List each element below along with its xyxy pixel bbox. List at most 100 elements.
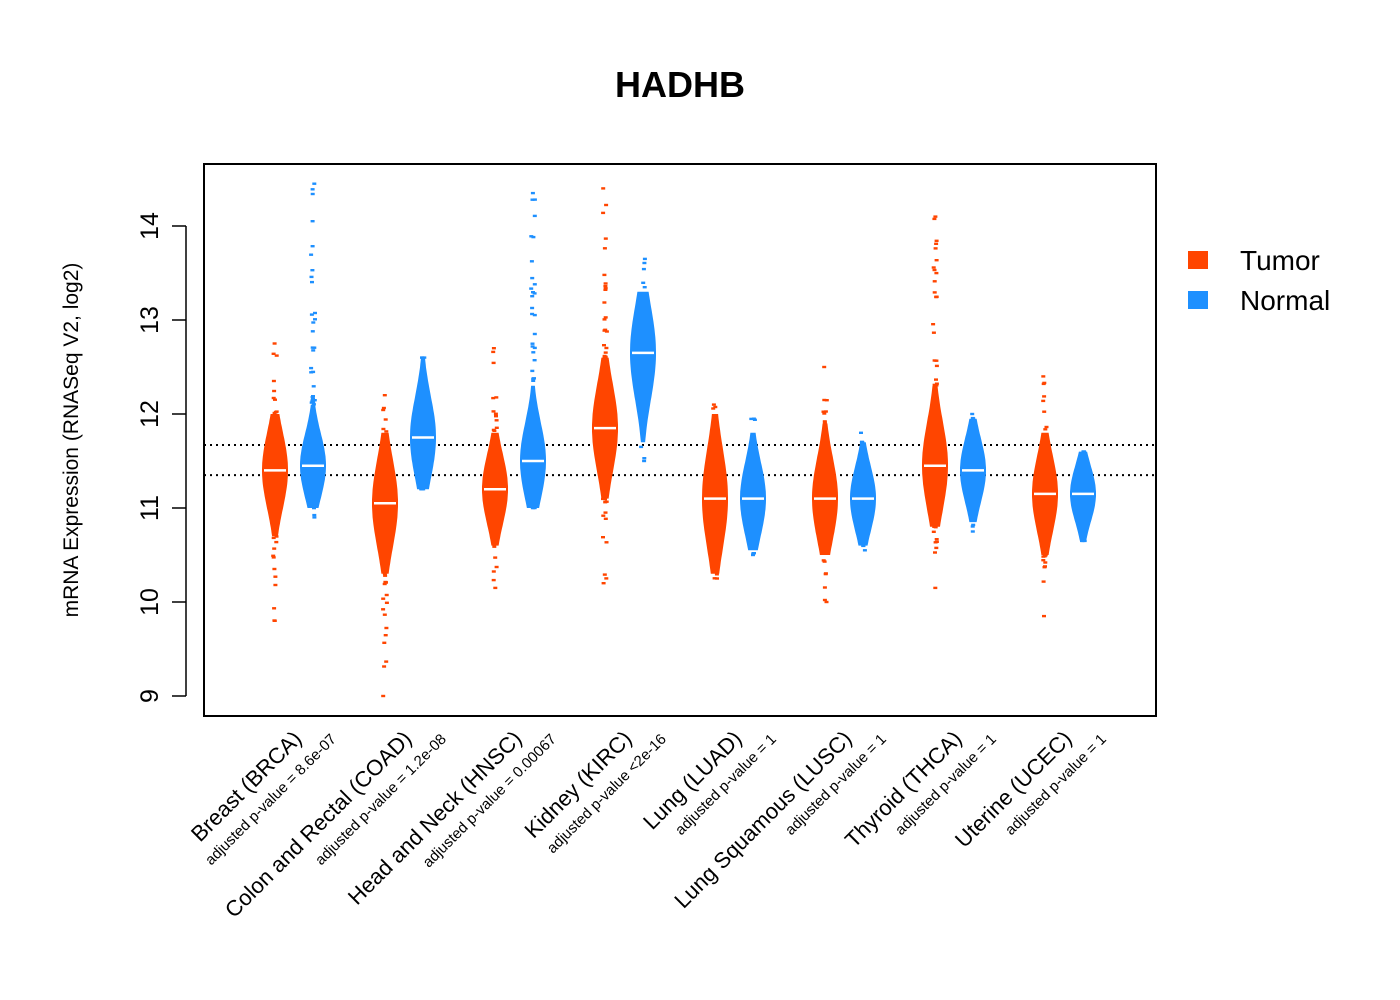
violin-tumor-7 — [1032, 375, 1058, 618]
violin-normal-4-point — [751, 553, 755, 557]
chart-title: HADHB — [615, 64, 745, 105]
violin-tumor-1-point — [382, 572, 387, 576]
violin-normal-7-body — [1070, 451, 1096, 541]
violin-normal-2-point — [532, 332, 537, 336]
violin-normal-0-point — [312, 513, 317, 517]
violin-normal-2-point — [530, 295, 535, 298]
violin-tumor-4-point — [714, 573, 719, 576]
violin-normal-4-point — [749, 417, 754, 421]
reference-lines — [204, 444, 1156, 477]
violin-tumor-3-point — [603, 288, 608, 291]
violin-tumor-1 — [372, 394, 398, 698]
violin-normal-2-point — [530, 342, 535, 345]
violin-tumor-5-point — [824, 399, 829, 402]
violin-tumor-0-point — [272, 619, 277, 622]
violin-tumor-3-point — [602, 273, 607, 277]
violin-tumor-0 — [262, 342, 288, 622]
violin-normal-0-point — [311, 370, 316, 374]
violin-tumor-3-point — [601, 187, 606, 190]
violin-tumor-6-point — [931, 331, 936, 334]
violin-tumor-7-point — [1044, 425, 1049, 429]
violin-tumor-5-point — [822, 412, 827, 415]
violin-normal-0-point — [309, 275, 314, 279]
y-tick-label: 10 — [136, 588, 164, 616]
violin-normal-0-point — [312, 399, 317, 402]
violin-normal-3-body — [630, 291, 656, 443]
violin-tumor-2-point — [491, 350, 496, 354]
violin-normal-0-point — [313, 318, 317, 321]
violin-tumor-0-point — [273, 398, 277, 401]
violin-tumor-0-point — [271, 396, 276, 400]
violin-tumor-3-point — [603, 282, 608, 285]
violin-normal-0-point — [310, 399, 315, 402]
y-tick-label: 9 — [136, 689, 164, 703]
violin-normal-3-point — [639, 445, 644, 449]
legend-swatch-tumor — [1188, 251, 1208, 269]
violin-normal-3-point — [641, 281, 646, 284]
legend-label-tumor: Tumor — [1240, 245, 1320, 276]
violin-normal-6-point — [970, 412, 975, 416]
violin-tumor-0-point — [273, 575, 278, 578]
violin-tumor-5-point — [823, 572, 828, 576]
violin-normal-1-point — [422, 356, 427, 359]
violin-tumor-6-point — [932, 525, 937, 528]
violin-tumor-7-point — [1041, 580, 1046, 583]
violin-tumor-1-point — [383, 581, 388, 584]
violin-tumor-4-point — [712, 577, 717, 580]
violin-normal-0-point — [310, 220, 315, 223]
violin-tumor-2-point — [491, 570, 496, 573]
violin-normal-3-point — [642, 286, 647, 289]
violin-tumor-1-point — [381, 427, 386, 431]
violin-tumor-6-point — [934, 546, 939, 550]
violin-normal-0-point — [311, 349, 316, 352]
violin-normal-0-point — [310, 396, 315, 399]
y-tick-label: 14 — [136, 212, 164, 240]
violin-tumor-2-point — [494, 396, 499, 399]
violin-normal-0-point — [313, 311, 317, 315]
violin-tumor-3-point — [604, 330, 609, 333]
violin-tumor-6-point — [934, 239, 939, 242]
violin-tumor-1-point — [382, 394, 387, 397]
violin-normal-2-point — [532, 313, 537, 317]
violin-tumor-3-point — [603, 511, 608, 514]
violin-tumor-4-point — [711, 403, 716, 406]
violin-normal-7 — [1070, 450, 1096, 543]
violin-normal-5-body — [850, 442, 876, 546]
violin-normal-2-point — [532, 292, 537, 295]
violins — [262, 182, 1096, 698]
violin-tumor-7-point — [1041, 375, 1046, 378]
violin-tumor-3-point — [601, 514, 606, 517]
violin-normal-2-point — [530, 369, 535, 373]
violin-normal-0-point — [311, 403, 316, 406]
violin-normal-2-point — [529, 260, 534, 263]
violin-normal-5-point — [862, 549, 867, 552]
violin-tumor-3-point — [604, 541, 609, 544]
violin-tumor-0-body — [262, 414, 288, 537]
violin-tumor-6-point — [934, 378, 938, 381]
violin-normal-2-point — [532, 198, 537, 201]
violin-normal-6-point — [971, 417, 976, 420]
violin-normal-0-point — [310, 346, 315, 349]
violin-tumor-2-point — [494, 419, 499, 422]
violin-tumor-6-point — [932, 217, 937, 221]
violin-tumor-0-point — [273, 583, 278, 587]
violin-tumor-1-point — [381, 608, 386, 611]
violin-normal-2-point — [532, 359, 537, 362]
violin-normal-7-point — [1081, 450, 1086, 453]
plot-area-frame — [203, 163, 1157, 717]
violin-normal-0-point — [311, 385, 316, 388]
violin-tumor-6-point — [934, 295, 939, 299]
violin-tumor-3-point — [604, 346, 609, 350]
violin-normal-7-point — [1082, 539, 1087, 543]
violin-tumor-6-point — [931, 266, 936, 269]
violin-tumor-7-point — [1043, 561, 1048, 564]
violin-normal-3 — [630, 257, 656, 463]
y-tick-label: 12 — [136, 400, 164, 428]
violin-tumor-1-point — [382, 613, 387, 616]
violin-tumor-0-point — [273, 410, 278, 414]
violin-tumor-3-point — [602, 318, 607, 321]
violin-tumor-6-point — [931, 530, 936, 533]
violin-tumor-0-point — [274, 354, 279, 357]
violin-tumor-4-point — [715, 577, 719, 580]
